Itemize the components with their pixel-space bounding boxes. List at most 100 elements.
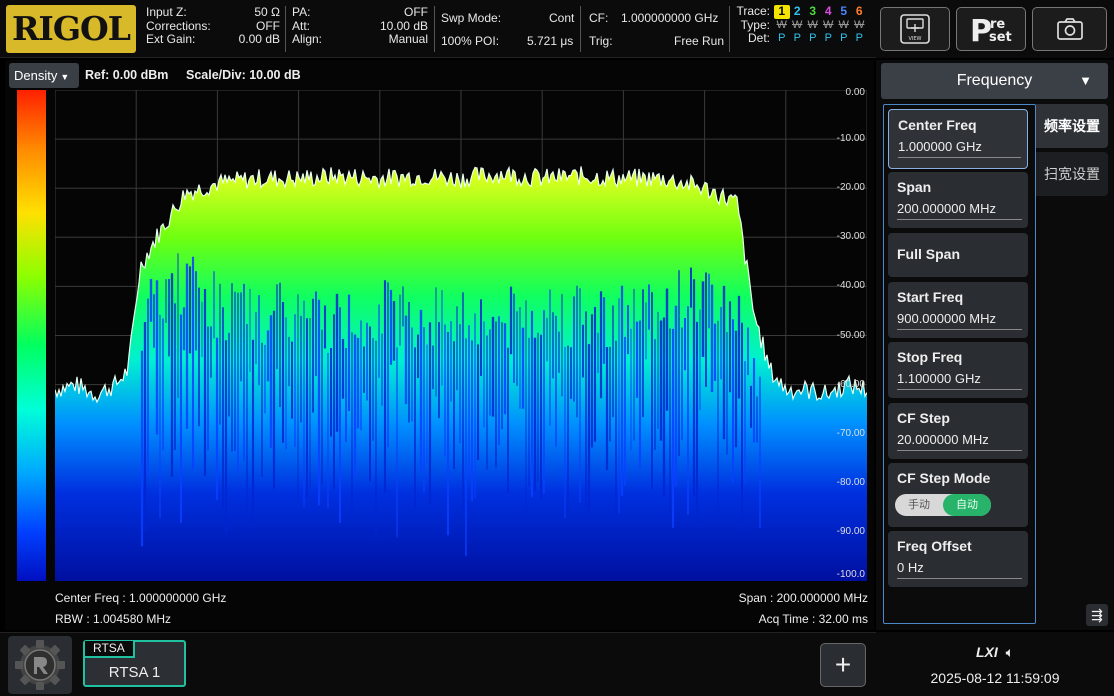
trace-4-detector: P: [824, 32, 832, 44]
trace-6-type: W: [854, 18, 865, 31]
y-tick-label: -50.00: [836, 329, 865, 341]
tab-freq-settings[interactable]: 频率设置: [1036, 104, 1108, 148]
trace-1-detector: P: [778, 32, 786, 44]
center-freq-input[interactable]: 1.000000 GHz: [898, 139, 1021, 158]
trace-4-number[interactable]: 4: [824, 4, 832, 18]
cf-label: CF:: [589, 11, 609, 25]
scale-div-text[interactable]: Scale/Div: 10.00 dB: [186, 68, 301, 82]
system-status: LXI 🔈︎ 2025-08-12 11:59:09: [876, 632, 1114, 696]
cf-step-mode-toggle[interactable]: 手动 自动: [895, 494, 991, 516]
density-colorbar: [17, 90, 46, 581]
caret-down-icon: ▼: [60, 72, 70, 82]
view-icon: VIEW: [900, 14, 930, 44]
header-divider: [729, 6, 730, 52]
y-tick-label: -70.00: [836, 427, 865, 439]
display-mode-dropdown[interactable]: Density ▼: [9, 63, 79, 88]
rtsa-window-name: RTSA 1: [108, 664, 161, 681]
preset-button[interactable]: P re set: [956, 7, 1026, 51]
screenshot-button[interactable]: [1032, 7, 1107, 51]
poi-label: 100% POI:: [441, 34, 500, 48]
trace-1-number[interactable]: 1: [774, 4, 790, 19]
rtsa-window-tab[interactable]: RTSA RTSA 1: [83, 640, 186, 687]
trace-2-detector: P: [793, 32, 801, 44]
y-tick-label: -90.00: [836, 525, 865, 537]
cf-step-input[interactable]: 20.000000 MHz: [897, 432, 1022, 451]
cf-value[interactable]: 1.000000000 GHz: [621, 11, 719, 25]
y-tick-label: 0.00: [845, 87, 865, 98]
svg-text:re: re: [990, 17, 1005, 32]
svg-text:set: set: [989, 30, 1012, 45]
swp-mode-value[interactable]: Cont: [549, 11, 575, 25]
input-settings-group[interactable]: Input Z: 50 Ω Corrections: OFF Ext Gain: 0.…: [146, 5, 280, 46]
poi-value: 5.721 μs: [527, 34, 574, 48]
cf-step-key[interactable]: CF Step 20.000000 MHz: [888, 403, 1028, 459]
tab-span-settings[interactable]: 扫宽设置: [1036, 152, 1108, 196]
menu-selector[interactable]: Frequency ▼: [881, 63, 1108, 99]
y-tick-label: -40.00: [836, 280, 865, 292]
spectrum-display[interactable]: Density ▼ Ref: 0.00 dBm Scale/Div: 10.00 …: [5, 60, 874, 630]
acq-time-readout[interactable]: Acq Time : 32.00 ms: [758, 612, 868, 626]
y-tick-label: -80.00: [836, 476, 865, 488]
peak-envelope-line: [55, 165, 867, 404]
rigol-logo: RIGOL: [6, 5, 136, 53]
start-freq-input[interactable]: 900.000000 MHz: [897, 311, 1022, 330]
rbw-readout[interactable]: RBW : 1.004580 MHz: [55, 612, 172, 626]
center-freq-readout[interactable]: Center Freq : 1.000000000 GHz: [55, 591, 227, 605]
trace-5-type: W: [838, 18, 849, 31]
trace-3-detector: P: [809, 32, 817, 44]
view-button[interactable]: VIEW: [880, 7, 950, 51]
trace-2-type: W: [792, 18, 803, 31]
trace-3-number[interactable]: 3: [809, 4, 817, 18]
trace-5-number[interactable]: 5: [840, 4, 848, 18]
freq-offset-key[interactable]: Freq Offset 0 Hz: [888, 531, 1028, 587]
svg-text:VIEW: VIEW: [909, 36, 922, 42]
center-freq-key[interactable]: Center Freq 1.000000 GHz: [888, 109, 1028, 169]
softkey-list: Center Freq 1.000000 GHz Span 200.000000…: [883, 104, 1036, 624]
rtsa-mode-label: RTSA: [85, 641, 135, 658]
preset-icon: P re set: [970, 14, 1012, 47]
speaker-muted-icon[interactable]: 🔈︎: [1005, 644, 1015, 660]
stop-freq-input[interactable]: 1.100000 GHz: [897, 371, 1022, 390]
trace-4-type: W: [823, 18, 834, 31]
caret-down-icon: ▼: [1079, 73, 1092, 88]
add-window-button[interactable]: +: [820, 643, 866, 687]
ref-level-text[interactable]: Ref: 0.00 dBm: [85, 68, 169, 82]
y-tick-label: -30.00: [836, 231, 865, 243]
trace-2-number[interactable]: 2: [793, 4, 801, 18]
collapse-menu-button[interactable]: ⇶: [1086, 604, 1108, 626]
home-button[interactable]: [8, 636, 72, 694]
spectrum-plot[interactable]: [55, 90, 867, 581]
full-span-key[interactable]: Full Span: [888, 233, 1028, 277]
stop-freq-key[interactable]: Stop Freq 1.100000 GHz: [888, 342, 1028, 398]
swp-mode-label: Swp Mode:: [441, 11, 502, 25]
span-key[interactable]: Span 200.000000 MHz: [888, 172, 1028, 228]
trig-label: Trig:: [589, 34, 613, 48]
freq-offset-input[interactable]: 0 Hz: [897, 560, 1022, 579]
collapse-icon: ⇶: [1091, 607, 1103, 623]
trig-value[interactable]: Free Run: [674, 34, 725, 48]
trace-6-detector: P: [855, 32, 863, 44]
header-divider: [285, 6, 286, 52]
top-toolbar: VIEW P re set: [876, 0, 1114, 58]
density-trace: [55, 165, 867, 581]
cf-step-mode-key[interactable]: CF Step Mode 手动 自动: [888, 463, 1028, 527]
bottom-bar: RTSA RTSA 1 +: [0, 632, 876, 696]
span-readout[interactable]: Span : 200.000000 MHz: [738, 591, 868, 605]
system-datetime: 2025-08-12 11:59:09: [930, 670, 1060, 686]
span-input[interactable]: 200.000000 MHz: [897, 201, 1022, 220]
manual-option[interactable]: 手动: [908, 499, 930, 511]
lxi-status[interactable]: LXI 🔈︎: [975, 644, 1015, 660]
trace-6-number[interactable]: 6: [855, 4, 863, 18]
camera-icon: [1056, 18, 1083, 40]
start-freq-key[interactable]: Start Freq 900.000000 MHz: [888, 282, 1028, 338]
auto-option[interactable]: 自动: [943, 494, 991, 516]
header-divider: [434, 6, 435, 52]
y-tick-label: -20.00: [836, 182, 865, 194]
attenuation-settings-group[interactable]: PA: OFF Att: 10.00 dB Align: Manual: [292, 5, 428, 46]
header-divider: [580, 6, 581, 52]
y-tick-label: -10.00: [836, 133, 865, 145]
